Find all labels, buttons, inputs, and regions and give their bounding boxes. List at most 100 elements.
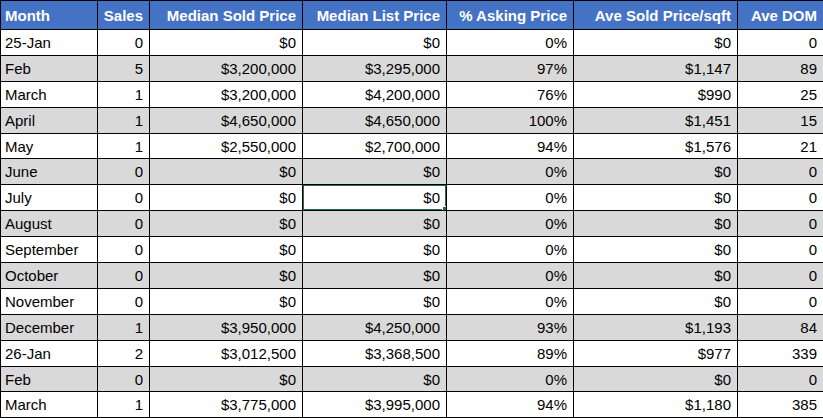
- cell-ave-dom[interactable]: 21: [738, 133, 823, 159]
- column-header-sales[interactable]: Sales: [98, 1, 150, 30]
- cell-median-sold-price[interactable]: $0: [150, 263, 303, 289]
- cell-median-list-price[interactable]: $0: [303, 237, 447, 263]
- cell-asking-price[interactable]: 97%: [447, 55, 574, 81]
- cell-month[interactable]: October: [1, 263, 98, 289]
- cell-month[interactable]: December: [1, 314, 98, 340]
- cell-sales[interactable]: 0: [98, 211, 150, 237]
- cell-median-sold-price[interactable]: $0: [150, 366, 303, 392]
- cell-median-list-price[interactable]: $0: [303, 30, 447, 56]
- cell-month[interactable]: September: [1, 237, 98, 263]
- cell-month[interactable]: Feb: [1, 366, 98, 392]
- cell-asking-price[interactable]: 0%: [447, 288, 574, 314]
- cell-sales[interactable]: 1: [98, 107, 150, 133]
- cell-asking-price[interactable]: 76%: [447, 81, 574, 107]
- cell-sales[interactable]: 2: [98, 340, 150, 366]
- cell-month[interactable]: April: [1, 107, 98, 133]
- column-header-ave-dom[interactable]: Ave DOM: [738, 1, 823, 30]
- cell-asking-price[interactable]: 100%: [447, 107, 574, 133]
- cell-month[interactable]: July: [1, 185, 98, 211]
- cell-sales[interactable]: 1: [98, 314, 150, 340]
- cell-median-sold-price[interactable]: $0: [150, 211, 303, 237]
- cell-median-sold-price[interactable]: $4,650,000: [150, 107, 303, 133]
- cell-ave-dom[interactable]: 0: [738, 159, 823, 185]
- cell-sales[interactable]: 0: [98, 288, 150, 314]
- cell-sales[interactable]: 1: [98, 392, 150, 418]
- column-header-asking-price[interactable]: % Asking Price: [447, 1, 574, 30]
- cell-month[interactable]: June: [1, 159, 98, 185]
- cell-ave-sold-price-sqft[interactable]: $977: [574, 340, 738, 366]
- cell-ave-sold-price-sqft[interactable]: $1,180: [574, 392, 738, 418]
- cell-month[interactable]: March: [1, 81, 98, 107]
- cell-ave-sold-price-sqft[interactable]: $990: [574, 81, 738, 107]
- cell-median-list-price[interactable]: $3,368,500: [303, 340, 447, 366]
- cell-ave-dom[interactable]: 0: [738, 185, 823, 211]
- cell-sales[interactable]: 0: [98, 263, 150, 289]
- cell-median-list-price[interactable]: $0: [303, 263, 447, 289]
- cell-ave-dom[interactable]: 0: [738, 288, 823, 314]
- cell-ave-sold-price-sqft[interactable]: $0: [574, 366, 738, 392]
- cell-sales[interactable]: 0: [98, 30, 150, 56]
- cell-ave-dom[interactable]: 15: [738, 107, 823, 133]
- column-header-ave-sold-price-sqft[interactable]: Ave Sold Price/sqft: [574, 1, 738, 30]
- cell-median-list-price[interactable]: $3,995,000: [303, 392, 447, 418]
- cell-ave-sold-price-sqft[interactable]: $0: [574, 211, 738, 237]
- cell-month[interactable]: Feb: [1, 55, 98, 81]
- cell-asking-price[interactable]: 93%: [447, 314, 574, 340]
- cell-asking-price[interactable]: 94%: [447, 392, 574, 418]
- cell-month[interactable]: May: [1, 133, 98, 159]
- cell-asking-price[interactable]: 89%: [447, 340, 574, 366]
- cell-asking-price[interactable]: 0%: [447, 185, 574, 211]
- cell-ave-dom[interactable]: 25: [738, 81, 823, 107]
- cell-ave-dom[interactable]: 89: [738, 55, 823, 81]
- cell-ave-sold-price-sqft[interactable]: $0: [574, 159, 738, 185]
- column-header-median-list-price[interactable]: Median List Price: [303, 1, 447, 30]
- cell-ave-sold-price-sqft[interactable]: $0: [574, 263, 738, 289]
- cell-ave-dom[interactable]: 84: [738, 314, 823, 340]
- cell-median-list-price[interactable]: $4,200,000: [303, 81, 447, 107]
- cell-median-sold-price[interactable]: $0: [150, 237, 303, 263]
- cell-ave-sold-price-sqft[interactable]: $1,451: [574, 107, 738, 133]
- cell-sales[interactable]: 5: [98, 55, 150, 81]
- cell-ave-dom[interactable]: 385: [738, 392, 823, 418]
- cell-median-sold-price[interactable]: $2,550,000: [150, 133, 303, 159]
- cell-ave-dom[interactable]: 0: [738, 263, 823, 289]
- cell-sales[interactable]: 0: [98, 237, 150, 263]
- cell-sales[interactable]: 0: [98, 185, 150, 211]
- cell-sales[interactable]: 0: [98, 366, 150, 392]
- cell-ave-sold-price-sqft[interactable]: $0: [574, 237, 738, 263]
- cell-ave-sold-price-sqft[interactable]: $1,147: [574, 55, 738, 81]
- cell-median-list-price[interactable]: $4,250,000: [303, 314, 447, 340]
- cell-median-sold-price[interactable]: $0: [150, 288, 303, 314]
- selected-cell[interactable]: $0: [303, 185, 447, 211]
- cell-median-sold-price[interactable]: $0: [150, 30, 303, 56]
- cell-month[interactable]: March: [1, 392, 98, 418]
- cell-median-sold-price[interactable]: $3,012,500: [150, 340, 303, 366]
- cell-sales[interactable]: 1: [98, 133, 150, 159]
- cell-asking-price[interactable]: 0%: [447, 159, 574, 185]
- cell-median-list-price[interactable]: $3,295,000: [303, 55, 447, 81]
- cell-ave-sold-price-sqft[interactable]: $1,193: [574, 314, 738, 340]
- cell-month[interactable]: 26-Jan: [1, 340, 98, 366]
- cell-median-sold-price[interactable]: $3,950,000: [150, 314, 303, 340]
- cell-median-list-price[interactable]: $2,700,000: [303, 133, 447, 159]
- cell-asking-price[interactable]: 0%: [447, 30, 574, 56]
- cell-ave-sold-price-sqft[interactable]: $1,576: [574, 133, 738, 159]
- cell-sales[interactable]: 1: [98, 81, 150, 107]
- cell-median-list-price[interactable]: $0: [303, 159, 447, 185]
- cell-ave-sold-price-sqft[interactable]: $0: [574, 288, 738, 314]
- cell-asking-price[interactable]: 94%: [447, 133, 574, 159]
- cell-asking-price[interactable]: 0%: [447, 211, 574, 237]
- cell-median-sold-price[interactable]: $3,775,000: [150, 392, 303, 418]
- cell-ave-sold-price-sqft[interactable]: $0: [574, 185, 738, 211]
- cell-month[interactable]: November: [1, 288, 98, 314]
- cell-ave-dom[interactable]: 339: [738, 340, 823, 366]
- cell-asking-price[interactable]: 0%: [447, 366, 574, 392]
- cell-median-list-price[interactable]: $0: [303, 211, 447, 237]
- cell-median-sold-price[interactable]: $0: [150, 159, 303, 185]
- cell-ave-dom[interactable]: 0: [738, 366, 823, 392]
- cell-month[interactable]: 25-Jan: [1, 30, 98, 56]
- cell-asking-price[interactable]: 0%: [447, 237, 574, 263]
- cell-ave-dom[interactable]: 0: [738, 211, 823, 237]
- cell-month[interactable]: August: [1, 211, 98, 237]
- cell-median-sold-price[interactable]: $3,200,000: [150, 81, 303, 107]
